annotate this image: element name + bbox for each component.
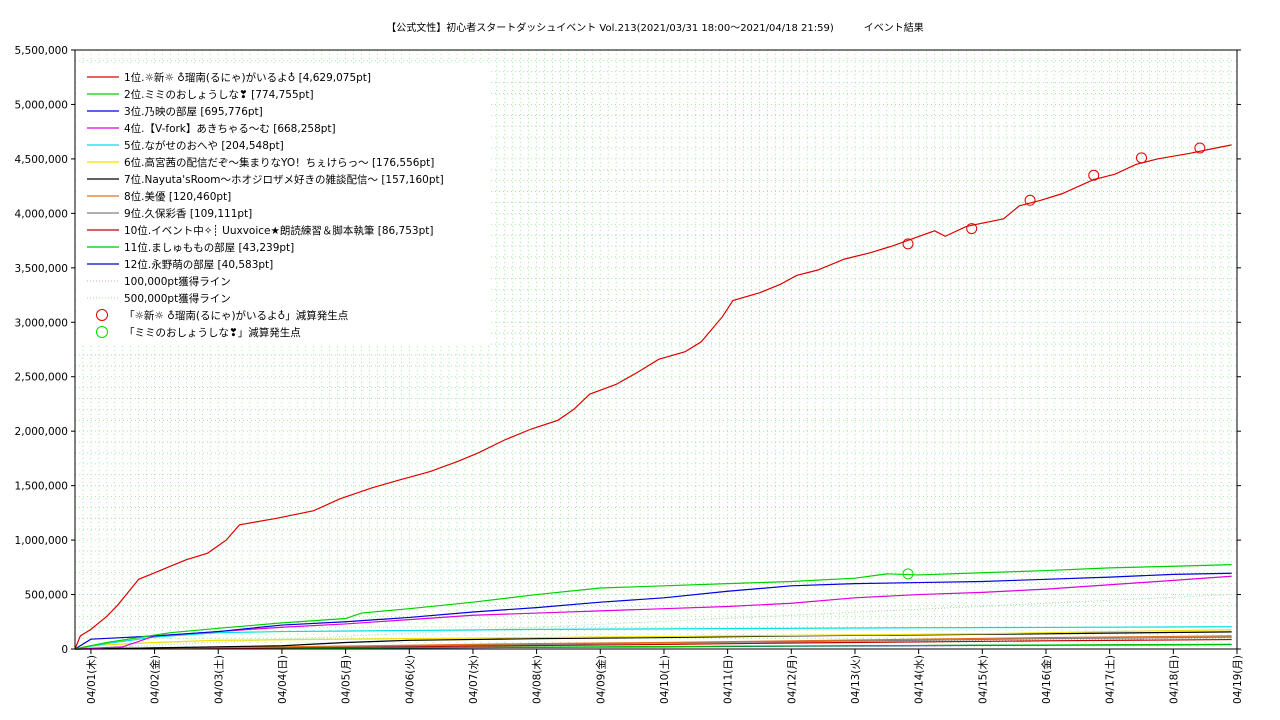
marker-point — [1024, 194, 1036, 206]
y-tick-label: 0 — [61, 644, 68, 656]
legend-label: 10位.イベント中✧┊ Uuxvoice★朗読練習＆脚本執筆 [86,753pt… — [124, 224, 433, 237]
y-tick-label: 5,000,000 — [15, 99, 68, 111]
legend-label: 「ミミのおしょうしな❣」減算発生点 — [124, 326, 301, 339]
y-tick-label: 4,500,000 — [15, 154, 68, 166]
y-tick-label: 5,500,000 — [15, 45, 68, 57]
x-tick-label: 04/18(日) — [1168, 655, 1180, 704]
x-tick-label: 04/12(月) — [786, 655, 798, 704]
marker-point — [966, 223, 978, 235]
marker-point — [1088, 169, 1100, 181]
y-tick-label: 2,500,000 — [15, 372, 68, 384]
legend-background — [78, 64, 490, 346]
legend-label: 8位.美優 [120,460pt] — [124, 190, 231, 203]
x-tick-label: 04/17(土) — [1104, 655, 1117, 704]
y-tick-label: 1,500,000 — [15, 481, 68, 493]
x-tick-label: 04/08(木) — [532, 655, 544, 704]
series-line — [74, 564, 1232, 650]
legend-label: 「☼新☼ ♁瑠南(るにゃ)がいるよ♁」減算発生点 — [124, 309, 348, 322]
series-lines — [74, 144, 1232, 650]
x-tick-label: 04/10(土) — [658, 655, 671, 704]
marker-point — [1135, 152, 1147, 164]
x-tick-label: 04/04(日) — [277, 655, 289, 704]
x-tick-label: 04/15(木) — [977, 655, 989, 704]
legend-label: 11位.ましゅももの部屋 [43,239pt] — [124, 241, 294, 254]
legend-label: 6位.高宮茜の配信だぞ〜集まりなYO！ちぇけらっ〜 [176,556pt] — [124, 156, 434, 169]
y-tick-label: 4,000,000 — [15, 208, 68, 220]
legend-marker — [96, 309, 108, 321]
marker-point — [902, 568, 914, 580]
legend-label: 3位.乃映の部屋 [695,776pt] — [124, 105, 263, 118]
x-tick-label: 04/06(火) — [404, 655, 416, 704]
legend-label: 5位.ながせのおへや [204,548pt] — [124, 139, 284, 152]
legend-label: 12位.永野萌の部屋 [40,583pt] — [124, 258, 273, 271]
legend-label: 7位.Nayuta'sRoom〜ホオジロザメ好きの雑談配信〜 [157,160p… — [124, 173, 444, 186]
legend-label: 500,000pt獲得ライン — [124, 292, 231, 305]
plot-frame — [74, 49, 1238, 650]
x-tick-label: 04/01(木) — [86, 655, 98, 704]
y-tick-label: 500,000 — [25, 590, 68, 602]
y-tick-label: 2,000,000 — [15, 426, 68, 438]
y-tick-label: 3,000,000 — [15, 317, 68, 329]
legend: 1位.☼新☼ ♁瑠南(るにゃ)がいるよ♁ [4,629,075pt] 2位.ミミの… — [78, 64, 490, 346]
x-tick-label: 04/05(月) — [341, 655, 353, 704]
y-tick-labels: 0 500,000 1,000,000 1,500,000 2,000,000 2,500… — [15, 45, 68, 656]
marker-points — [902, 142, 1206, 580]
chart-title: 【公式文性】初心者スタートダッシュイベント Vol.213(2021/03/31… — [386, 23, 924, 34]
y-tick-label: 3,500,000 — [15, 263, 68, 275]
legend-label: 4位.【V-fork】あきちゃる〜む [668,258pt] — [124, 122, 336, 135]
x-tick-labels: 04/01(木) 04/02(金) 04/03(土) 04/04(日) 04/05(月)… — [86, 655, 1244, 704]
axes — [71, 49, 1241, 654]
x-tick-label: 04/19(月) — [1232, 655, 1244, 704]
x-tick-label: 04/13(火) — [850, 655, 862, 704]
legend-label: 100,000pt獲得ライン — [124, 275, 231, 288]
y-tick-label: 1,000,000 — [15, 535, 68, 547]
x-tick-label: 04/16(金) — [1040, 655, 1053, 704]
x-tick-label: 04/14(水) — [914, 655, 926, 704]
x-tick-label: 04/02(金) — [149, 655, 162, 704]
legend-label: 9位.久保彩香 [109,111pt] — [124, 207, 252, 220]
marker-point — [902, 238, 914, 250]
marker-point — [1194, 142, 1206, 154]
series-line — [74, 572, 1232, 650]
x-tick-label: 04/07(水) — [468, 655, 480, 704]
series-line — [74, 144, 1232, 650]
legend-label: 1位.☼新☼ ♁瑠南(るにゃ)がいるよ♁ [4,629,075pt] — [124, 71, 371, 84]
x-tick-label: 04/11(日) — [723, 655, 735, 704]
legend-marker — [96, 326, 108, 338]
x-tick-label: 04/09(金) — [594, 655, 607, 704]
series-line — [74, 629, 1232, 650]
legend-label: 2位.ミミのおしょうしな❣ [774,755pt] — [124, 88, 314, 101]
x-tick-label: 04/03(土) — [212, 655, 225, 704]
